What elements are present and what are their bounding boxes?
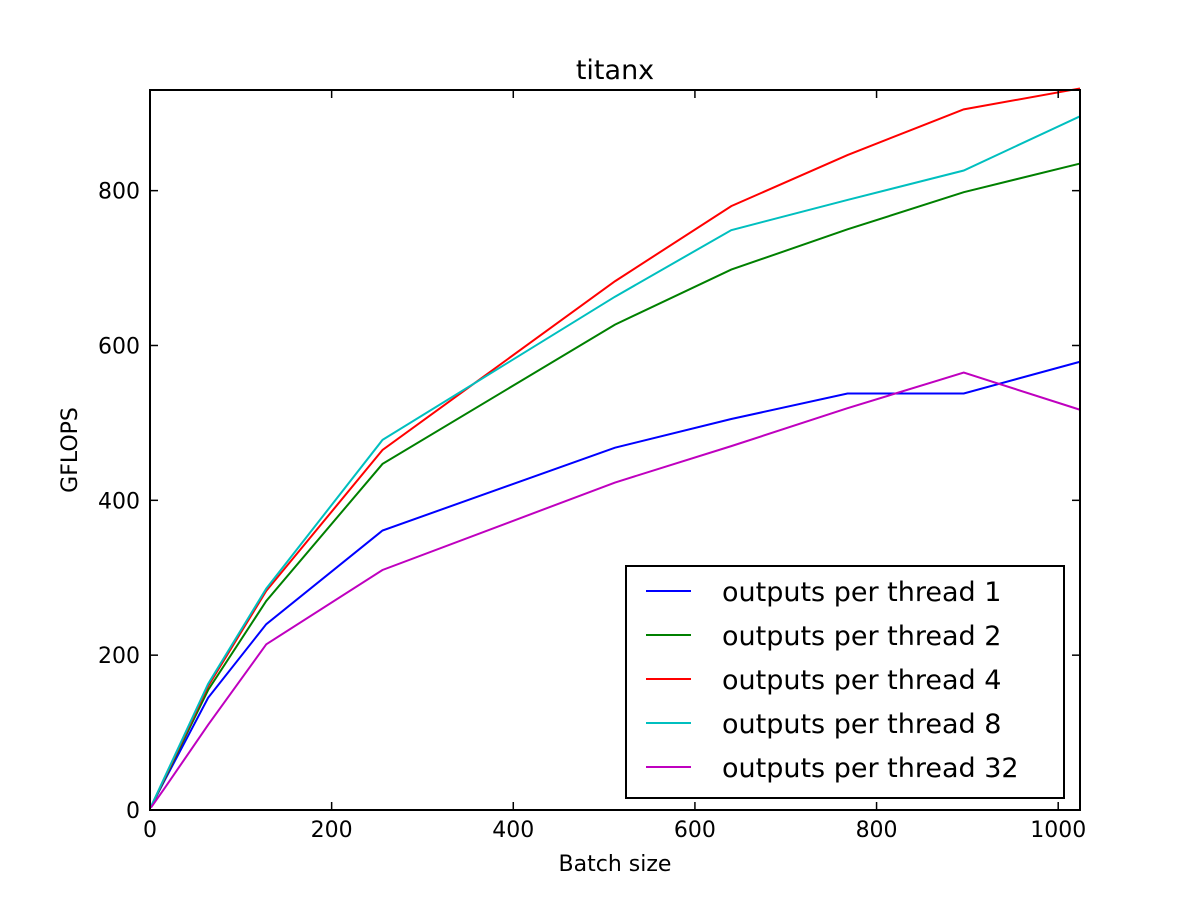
legend-label-5: outputs per thread 32 bbox=[722, 753, 1019, 784]
legend-label-3: outputs per thread 4 bbox=[722, 665, 1001, 696]
x-tick-label: 0 bbox=[143, 818, 157, 843]
x-tick-label: 400 bbox=[492, 818, 534, 843]
y-tick-label: 200 bbox=[98, 644, 140, 669]
plot-area: 0 200 400 600 800 1000 0 200 400 600 800 bbox=[98, 87, 1086, 843]
x-axis-label: Batch size bbox=[559, 852, 672, 877]
x-tick-label: 800 bbox=[856, 818, 898, 843]
y-tick-label: 400 bbox=[98, 489, 140, 514]
x-tick-label: 600 bbox=[674, 818, 716, 843]
y-tick-label: 0 bbox=[126, 799, 140, 824]
series-line-5 bbox=[150, 371, 1081, 809]
legend-label-2: outputs per thread 2 bbox=[722, 621, 1001, 652]
series-line-1 bbox=[150, 360, 1081, 808]
chart-title: titanx bbox=[576, 55, 654, 86]
y-tick-label: 600 bbox=[98, 334, 140, 359]
series-line-4 bbox=[150, 115, 1081, 808]
axes-frame bbox=[149, 89, 1081, 811]
y-axis-label: GFLOPS bbox=[58, 407, 83, 493]
legend: outputs per thread 1 outputs per thread 2… bbox=[625, 565, 1065, 799]
legend-label-4: outputs per thread 8 bbox=[722, 709, 1001, 740]
legend-label-1: outputs per thread 1 bbox=[722, 577, 1001, 608]
x-tick-label: 1000 bbox=[1030, 818, 1086, 843]
x-tick-label: 200 bbox=[311, 818, 353, 843]
y-tick-label: 800 bbox=[98, 180, 140, 205]
legend-frame bbox=[625, 565, 1065, 799]
